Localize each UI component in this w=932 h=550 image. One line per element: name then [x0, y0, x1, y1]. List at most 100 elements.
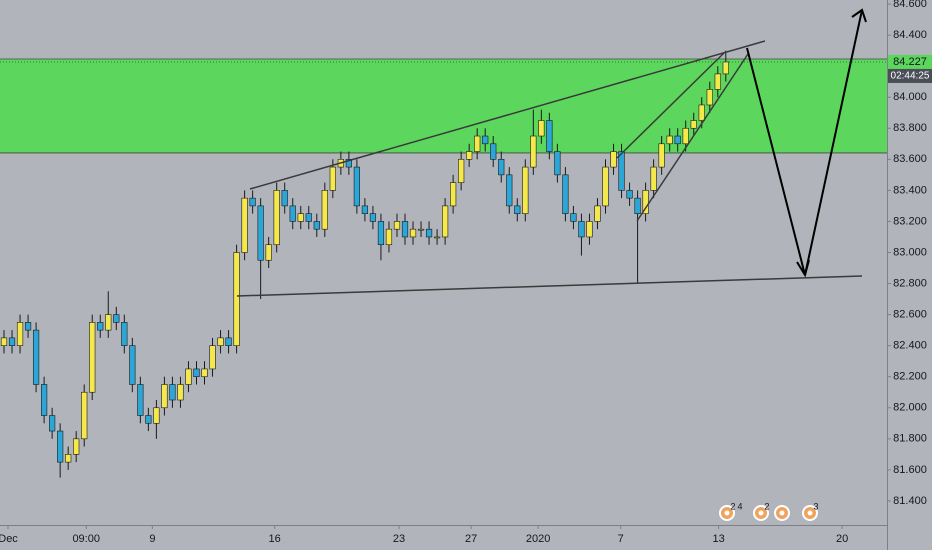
candle-body — [546, 120, 553, 152]
event-icon-dot — [724, 510, 730, 516]
candle-body — [409, 228, 417, 238]
y-tick-label: 81.600 — [893, 464, 927, 476]
candle-body — [353, 166, 360, 207]
candle-body — [570, 213, 577, 222]
plot-area — [0, 50, 887, 478]
candle-body — [506, 174, 513, 207]
candle-body — [8, 337, 16, 346]
arrow-head — [851, 8, 867, 23]
y-tick-label: 81.800 — [893, 433, 927, 445]
candle-body — [24, 322, 32, 331]
candle-body — [97, 322, 104, 331]
candle-body — [257, 205, 264, 261]
candle-body — [145, 415, 152, 424]
event-count: 2 — [764, 501, 769, 511]
candle-body — [706, 89, 713, 106]
drawings — [236, 40, 863, 297]
zone — [0, 59, 887, 153]
y-tick-label: 84.000 — [893, 91, 927, 103]
y-tick-label: 84.400 — [893, 29, 927, 41]
candle-body — [249, 197, 256, 207]
candle-body — [626, 190, 633, 199]
candle-body — [498, 159, 505, 176]
candle-body — [153, 407, 160, 424]
x-tick-label: 16 — [269, 533, 281, 545]
x-tick-label: Dec — [0, 533, 18, 545]
y-tick-label: 83.000 — [893, 246, 927, 258]
candle-body — [377, 221, 385, 246]
candle-body — [121, 322, 128, 346]
candle-body — [225, 337, 232, 346]
candle-body — [297, 213, 304, 222]
candle-body — [674, 135, 681, 145]
support-line — [236, 275, 863, 297]
candle-body — [233, 252, 240, 346]
arrow-head — [796, 259, 810, 278]
candle-body — [602, 166, 609, 207]
candle-body — [425, 228, 433, 238]
candle-body — [169, 384, 176, 401]
candle-body — [16, 322, 24, 346]
candle-body — [57, 430, 64, 463]
resistance-line — [249, 40, 766, 190]
candle-body — [450, 182, 457, 207]
last-price-label: 84.227 — [893, 56, 927, 68]
candle-body — [201, 368, 208, 378]
candle-body — [289, 205, 296, 222]
candle-body — [65, 454, 72, 463]
candle-body — [682, 127, 689, 145]
y-tick-label: 82.000 — [893, 402, 927, 414]
y-tick-label: 83.800 — [893, 122, 927, 134]
candle-body — [329, 166, 336, 191]
x-tick-label: 20 — [836, 533, 848, 545]
candle-body — [105, 314, 112, 331]
event-icon-dot — [758, 510, 764, 516]
candle-body — [273, 190, 280, 246]
event-count: 3 — [813, 501, 818, 511]
candle-body — [313, 221, 320, 230]
candle-body — [594, 205, 601, 222]
candle-body — [618, 151, 625, 191]
y-tick-label: 82.600 — [893, 309, 927, 321]
candle-body — [177, 384, 184, 401]
candle-body — [514, 205, 521, 214]
y-tick-label: 82.800 — [893, 277, 927, 289]
candle-body — [385, 228, 393, 246]
candle-body — [113, 314, 120, 323]
x-tick-label: 9 — [149, 533, 155, 545]
wedge-upper — [616, 51, 726, 159]
y-tick-label: 84.600 — [893, 0, 927, 10]
candle-body — [89, 322, 96, 393]
candle-body — [81, 391, 88, 440]
arrows — [746, 8, 867, 278]
candle-body — [369, 213, 377, 222]
candle-body — [241, 197, 248, 253]
candle-body — [722, 61, 729, 75]
y-tick-label: 82.200 — [893, 371, 927, 383]
candle-body — [642, 190, 649, 214]
candle-body — [714, 73, 721, 90]
candle-body — [129, 345, 136, 385]
candle-body — [433, 236, 441, 239]
candle-body — [586, 221, 593, 238]
candle-body — [161, 384, 168, 409]
countdown-label: 02:44:25 — [891, 71, 930, 82]
candle-body — [474, 135, 481, 152]
candle-body — [658, 143, 665, 168]
candle-body — [634, 197, 641, 214]
candle-body — [401, 221, 409, 238]
x-tick-label: 23 — [393, 533, 405, 545]
candle-body — [265, 244, 272, 261]
candle-body — [305, 213, 312, 222]
candle-body — [441, 205, 449, 238]
candle-body — [482, 135, 489, 145]
x-tick-label: 2020 — [526, 533, 550, 545]
candle-body — [562, 174, 569, 214]
candle-body — [361, 205, 369, 214]
candle-body — [393, 221, 401, 230]
candle-body — [610, 151, 617, 168]
candle-body — [490, 143, 497, 160]
wedge-lower — [636, 53, 749, 222]
